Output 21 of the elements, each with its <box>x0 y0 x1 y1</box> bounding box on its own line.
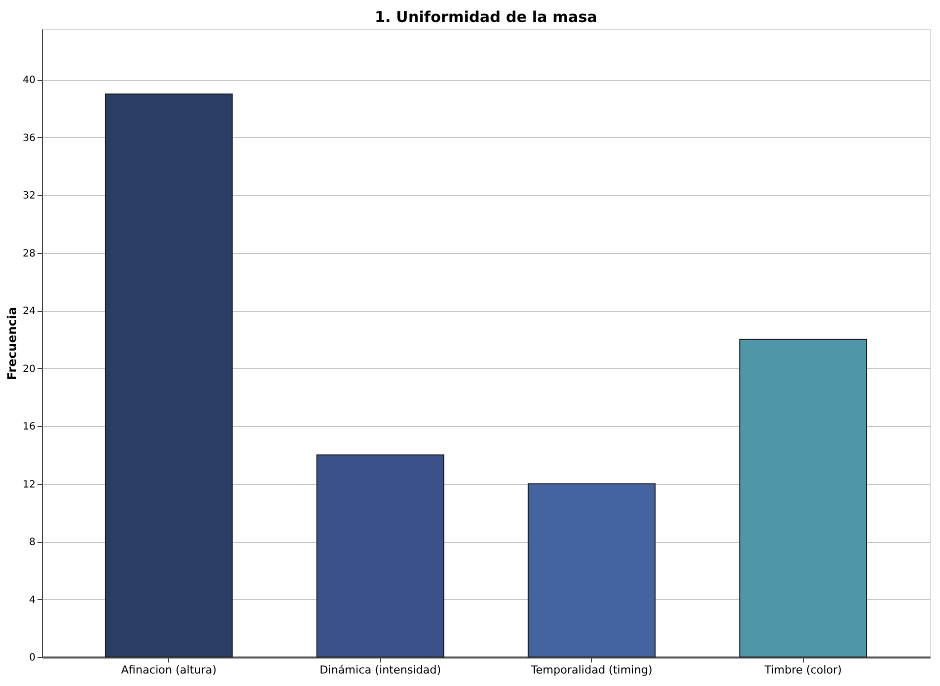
y-tick-label: 40 <box>22 75 36 86</box>
chart-title: 1. Uniformidad de la masa <box>374 8 598 26</box>
y-tick-label: 36 <box>22 132 36 144</box>
y-tick-label: 0 <box>29 652 36 664</box>
bar <box>104 93 233 658</box>
bar <box>316 454 444 658</box>
y-tick-label: 24 <box>22 306 36 318</box>
bar <box>739 338 868 658</box>
y-tick-label: 12 <box>22 479 36 490</box>
y-tick-label: 16 <box>22 422 36 433</box>
y-tick-label: 32 <box>22 190 36 202</box>
y-tick-label: 20 <box>22 364 36 375</box>
y-tick-label: 8 <box>29 537 36 548</box>
y-axis-title: Frecuencia <box>4 306 19 380</box>
x-tick-label: Dinámica (intensidad) <box>320 664 442 676</box>
x-tick-label: Temporalidad (timing) <box>530 664 652 676</box>
y-tick-label: 4 <box>29 594 36 606</box>
y-tick-label: 28 <box>22 248 36 260</box>
x-tick-label: Timbre (color) <box>763 664 842 676</box>
x-tick-label: Afinacion (altura) <box>121 664 217 676</box>
bar <box>528 483 656 658</box>
